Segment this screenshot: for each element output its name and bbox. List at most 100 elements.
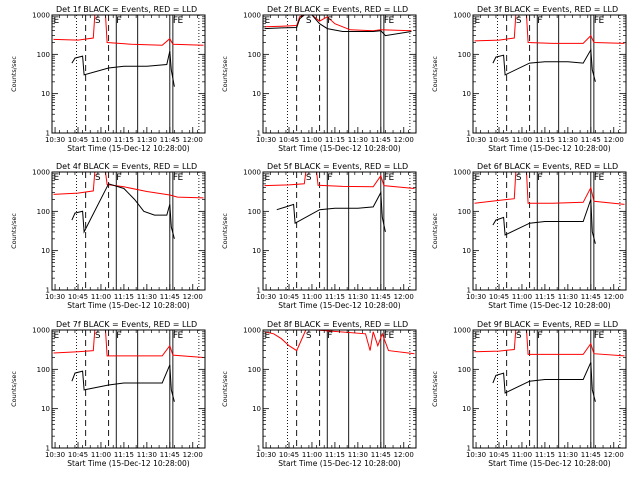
marker-label-3: F bbox=[537, 331, 542, 341]
y-tick-label: 1 bbox=[467, 287, 471, 295]
y-tick-label: 100 bbox=[458, 366, 471, 374]
events-series-line bbox=[492, 48, 596, 82]
marker-label-1: E bbox=[475, 331, 481, 341]
x-tick-label: 11:00 bbox=[512, 451, 532, 459]
events-series-line bbox=[71, 364, 175, 402]
x-tick-label: 12:00 bbox=[183, 451, 203, 459]
x-tick-label: 10:45 bbox=[279, 293, 299, 301]
y-axis-label: Counts/sec bbox=[431, 371, 439, 407]
x-tick-label: 11:00 bbox=[302, 136, 322, 144]
events-series-line bbox=[71, 183, 175, 239]
y-axis-label: Counts/sec bbox=[221, 56, 229, 92]
x-tick-label: 10:30 bbox=[256, 451, 276, 459]
y-tick-label: 1000 bbox=[453, 327, 471, 335]
marker-label-2: S bbox=[95, 173, 101, 183]
x-axis-label: Start Time (15-Dec-12 10:28:00) bbox=[278, 459, 400, 468]
x-axis-label: Start Time (15-Dec-12 10:28:00) bbox=[67, 301, 189, 310]
x-tick-label: 11:15 bbox=[114, 136, 134, 144]
x-tick-label: 10:30 bbox=[256, 136, 276, 144]
y-tick-label: 10 bbox=[41, 247, 50, 255]
x-tick-label: 10:45 bbox=[68, 293, 88, 301]
y-tick-label: 1 bbox=[467, 445, 471, 453]
x-axis-label: Start Time (15-Dec-12 10:28:00) bbox=[488, 301, 610, 310]
x-tick-label: 11:00 bbox=[512, 136, 532, 144]
plot-frame bbox=[262, 14, 417, 134]
y-tick-label: 100 bbox=[37, 366, 50, 374]
y-tick-label: 10 bbox=[41, 405, 50, 413]
marker-label-5: E bbox=[388, 173, 394, 183]
marker-label-3: F bbox=[327, 173, 332, 183]
plot-frame bbox=[472, 329, 627, 449]
plot-frame bbox=[472, 171, 627, 291]
marker-label-5: E bbox=[598, 16, 604, 26]
x-axis-label: Start Time (15-Dec-12 10:28:00) bbox=[67, 459, 189, 468]
y-tick-label: 1 bbox=[257, 287, 261, 295]
y-axis-label: Counts/sec bbox=[221, 213, 229, 249]
x-tick-label: 11:00 bbox=[512, 293, 532, 301]
panel-2: 1 10 100 1000 10:30 10:45 11:00 11:15 11:30 11:45… bbox=[221, 5, 417, 153]
x-tick-label: 12:00 bbox=[394, 451, 414, 459]
x-tick-label: 11:45 bbox=[581, 451, 601, 459]
x-tick-label: 11:00 bbox=[302, 451, 322, 459]
marker-label-1: E bbox=[265, 16, 271, 26]
marker-label-1: E bbox=[54, 331, 60, 341]
y-axis-label: Counts/sec bbox=[10, 213, 18, 249]
marker-label-2: S bbox=[306, 331, 312, 341]
y-tick-label: 10 bbox=[252, 247, 261, 255]
marker-label-5: E bbox=[177, 331, 183, 341]
x-tick-label: 12:00 bbox=[394, 136, 414, 144]
y-tick-label: 100 bbox=[458, 51, 471, 59]
events-series-line bbox=[71, 51, 175, 87]
panel-6: 1 10 100 1000 10:30 10:45 11:00 11:15 11:30 11:45… bbox=[431, 162, 627, 310]
x-tick-label: 11:45 bbox=[160, 136, 180, 144]
marker-label-2: S bbox=[95, 331, 101, 341]
x-tick-label: 11:00 bbox=[302, 293, 322, 301]
panel-title: Det 5f BLACK = Events, RED = LLD bbox=[267, 162, 408, 171]
marker-label-1: E bbox=[475, 16, 481, 26]
x-tick-label: 10:45 bbox=[279, 136, 299, 144]
lld-series-line bbox=[474, 171, 625, 205]
panel-3: 1 10 100 1000 10:30 10:45 11:00 11:15 11:30 11:45… bbox=[431, 5, 627, 153]
marker-label-3: F bbox=[116, 16, 121, 26]
y-tick-label: 1000 bbox=[32, 169, 50, 177]
panel-title: Det 1f BLACK = Events, RED = LLD bbox=[56, 5, 197, 14]
y-axis-label: Counts/sec bbox=[431, 56, 439, 92]
x-tick-label: 11:30 bbox=[348, 136, 368, 144]
x-tick-label: 11:45 bbox=[371, 136, 391, 144]
y-tick-label: 1000 bbox=[453, 12, 471, 20]
x-tick-label: 10:30 bbox=[45, 451, 65, 459]
x-tick-label: 11:15 bbox=[114, 293, 134, 301]
y-tick-label: 1000 bbox=[32, 327, 50, 335]
marker-label-3: F bbox=[537, 173, 542, 183]
y-tick-label: 10 bbox=[41, 90, 50, 98]
y-tick-label: 10 bbox=[462, 90, 471, 98]
y-tick-label: 1 bbox=[257, 445, 261, 453]
marker-label-3: F bbox=[537, 16, 542, 26]
x-tick-label: 11:15 bbox=[325, 293, 345, 301]
x-tick-label: 11:15 bbox=[535, 136, 555, 144]
y-tick-label: 1000 bbox=[243, 12, 261, 20]
events-series-line bbox=[492, 362, 596, 402]
x-tick-label: 11:45 bbox=[581, 293, 601, 301]
x-tick-label: 12:00 bbox=[604, 293, 624, 301]
marker-label-4: F bbox=[384, 16, 389, 26]
x-tick-label: 11:15 bbox=[325, 136, 345, 144]
x-axis-label: Start Time (15-Dec-12 10:28:00) bbox=[278, 301, 400, 310]
x-tick-label: 10:45 bbox=[68, 136, 88, 144]
x-tick-label: 11:30 bbox=[558, 293, 578, 301]
x-tick-label: 11:30 bbox=[137, 451, 157, 459]
x-tick-label: 11:45 bbox=[371, 451, 391, 459]
y-axis-label: Counts/sec bbox=[10, 56, 18, 92]
lld-series-line bbox=[53, 329, 204, 358]
lld-series-line bbox=[474, 14, 625, 44]
marker-label-3: F bbox=[116, 331, 121, 341]
panel-8: 1 10 100 1000 10:30 10:45 11:00 11:15 11:30 11:45… bbox=[221, 320, 417, 468]
marker-label-5: E bbox=[388, 331, 394, 341]
marker-label-1: E bbox=[54, 16, 60, 26]
x-tick-label: 12:00 bbox=[183, 293, 203, 301]
x-tick-label: 10:30 bbox=[466, 451, 486, 459]
x-tick-label: 11:45 bbox=[160, 293, 180, 301]
y-tick-label: 1000 bbox=[243, 169, 261, 177]
panel-title: Det 9f BLACK = Events, RED = LLD bbox=[477, 320, 618, 329]
x-tick-label: 11:45 bbox=[160, 451, 180, 459]
